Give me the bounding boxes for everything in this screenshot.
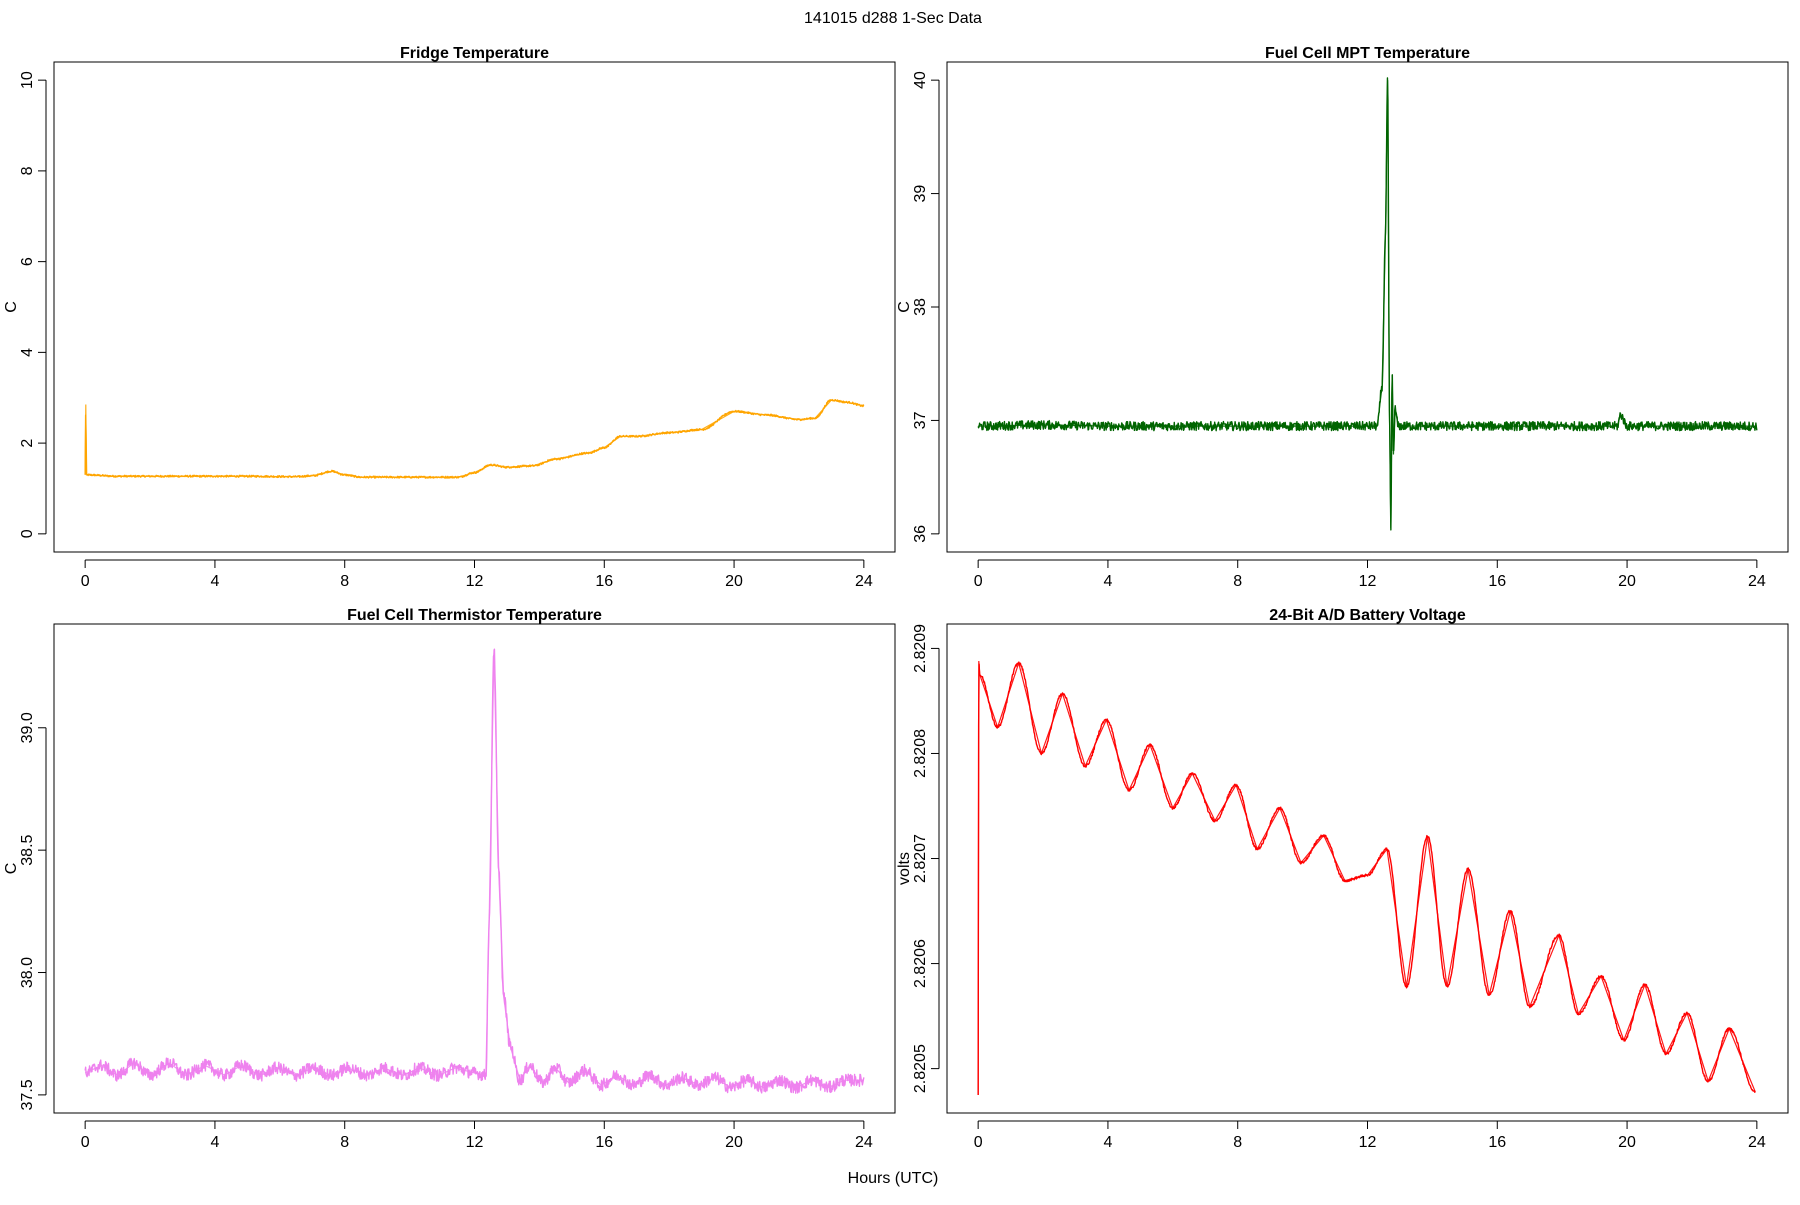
battery-x-tick-label: 0 [974, 1134, 983, 1151]
fridge-x-tick-label: 0 [81, 573, 90, 590]
thermistor-plot-frame [53, 623, 896, 1114]
figure-x-axis-label: Hours (UTC) [848, 1170, 939, 1187]
mpt-y-tick-label: 37 [912, 411, 929, 429]
mpt-y-tick-label: 39 [912, 185, 929, 203]
battery-x-tick-label: 24 [1748, 1134, 1766, 1151]
mpt-x-tick-label: 12 [1359, 573, 1377, 590]
battery-y-tick-label: 2.8205 [912, 1044, 929, 1093]
battery-series-line [977, 661, 1756, 1096]
thermistor-x-tick-label: 8 [340, 1134, 349, 1151]
thermistor-y-tick-label: 38.5 [19, 834, 36, 865]
fridge-y-tick-label: 2 [19, 439, 36, 448]
mpt-y-tick-label: 38 [912, 298, 929, 316]
fridge-series-keypoints [84, 399, 864, 478]
battery-x-tick-label: 20 [1618, 1134, 1636, 1151]
thermistor-series-keypoints [84, 649, 864, 1089]
fridge-x-tick-label: 8 [340, 573, 349, 590]
mpt-plot-frame [946, 61, 1789, 553]
thermistor-x-tick-label: 20 [725, 1134, 743, 1151]
fridge-y-tick-label: 10 [19, 71, 36, 89]
mpt-y-axis-label: C [896, 301, 913, 313]
thermistor-x-tick-label: 12 [466, 1134, 484, 1151]
fridge-plot-frame [53, 61, 896, 553]
mpt-x-tick-label: 24 [1748, 573, 1766, 590]
thermistor-x-tick-label: 4 [210, 1134, 219, 1151]
figure-title: 141015 d288 1-Sec Data [804, 10, 982, 27]
fridge-y-tick-label: 6 [19, 257, 36, 266]
thermistor-x-tick-label: 24 [855, 1134, 873, 1151]
battery-y-tick-label: 2.8208 [912, 729, 929, 778]
fridge-x-tick-label: 16 [595, 573, 613, 590]
fridge-x-tick-label: 20 [725, 573, 743, 590]
thermistor-x-tick-label: 16 [595, 1134, 613, 1151]
battery-y-tick-label: 2.8209 [912, 624, 929, 673]
thermistor-y-axis-label: C [3, 863, 20, 875]
mpt-series-keypoints [978, 80, 1757, 529]
fridge-x-tick-label: 4 [210, 573, 219, 590]
panel-thermistor: Fuel Cell Thermistor Temperature C 0 4 8 12 16… [3, 607, 896, 1151]
mpt-y-tick-label: 36 [912, 525, 929, 543]
mpt-x-tick-label: 0 [974, 573, 983, 590]
thermistor-y-tick-label: 38.0 [19, 957, 36, 988]
mpt-y-tick-label: 40 [912, 71, 929, 89]
battery-y-tick-label: 2.8207 [912, 834, 929, 883]
mpt-x-tick-label: 8 [1233, 573, 1242, 590]
fridge-y-tick-label: 8 [19, 166, 36, 175]
thermistor-series-line [84, 648, 865, 1094]
mpt-x-tick-label: 16 [1488, 573, 1506, 590]
thermistor-x-tick-label: 0 [81, 1134, 90, 1151]
panel-battery: 24-Bit A/D Battery Voltage volts 0 4 8 12 16 20… [896, 607, 1789, 1151]
fridge-y-tick-label: 0 [19, 529, 36, 538]
fridge-y-axis-label: C [3, 301, 20, 313]
fridge-x-tick-label: 24 [855, 573, 873, 590]
fridge-series-line [84, 398, 865, 479]
mpt-title: Fuel Cell MPT Temperature [1265, 45, 1470, 62]
panel-mpt: Fuel Cell MPT Temperature C 0 4 8 12 16 20 24 36 3… [896, 45, 1789, 590]
mpt-series-line [977, 77, 1758, 531]
thermistor-title: Fuel Cell Thermistor Temperature [347, 607, 602, 624]
thermistor-y-tick-label: 37.5 [19, 1079, 36, 1110]
mpt-x-tick-label: 20 [1618, 573, 1636, 590]
battery-title: 24-Bit A/D Battery Voltage [1269, 607, 1466, 624]
battery-y-axis-label: volts [896, 852, 913, 885]
fridge-x-tick-label: 12 [466, 573, 484, 590]
battery-plot-frame [946, 623, 1789, 1114]
mpt-x-tick-label: 4 [1103, 573, 1112, 590]
thermistor-y-tick-label: 39.0 [19, 712, 36, 743]
battery-x-tick-label: 16 [1488, 1134, 1506, 1151]
battery-x-tick-label: 8 [1233, 1134, 1242, 1151]
battery-series-keypoints [977, 660, 1756, 1095]
fridge-y-tick-label: 4 [19, 348, 36, 357]
fridge-title: Fridge Temperature [400, 45, 549, 62]
battery-x-tick-label: 4 [1103, 1134, 1112, 1151]
battery-x-tick-label: 12 [1359, 1134, 1377, 1151]
battery-y-tick-label: 2.8206 [912, 939, 929, 988]
